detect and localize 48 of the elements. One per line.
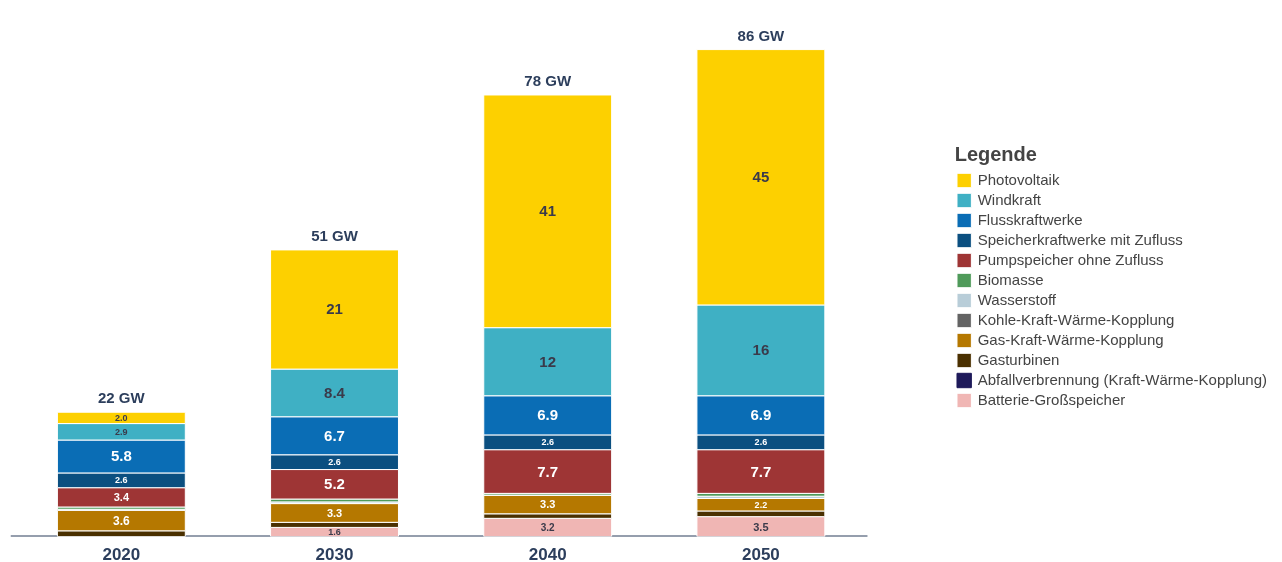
data-label: 3.3 xyxy=(326,506,343,519)
legend-label: Windkraft xyxy=(977,190,1042,209)
data-label: 2.9 xyxy=(115,426,128,437)
legend-label: Wasserstoff xyxy=(977,290,1057,309)
data-label: 3.6 xyxy=(113,514,131,529)
x-tick-label: 2020 xyxy=(102,544,141,562)
total-label: 86 GW xyxy=(737,26,786,44)
legend-title: Legende xyxy=(954,142,1038,166)
total-label: 22 GW xyxy=(98,389,146,407)
data-label: 3.2 xyxy=(540,522,556,534)
data-label: 41 xyxy=(539,202,557,220)
total-label: 78 GW xyxy=(524,71,572,89)
data-label: 45 xyxy=(752,168,770,186)
data-label: 2.6 xyxy=(328,457,341,468)
data-label: 8.4 xyxy=(324,383,346,401)
data-label: 6.9 xyxy=(750,406,772,424)
data-label: 6.7 xyxy=(324,426,345,444)
legend-label: Flusskraftwerke xyxy=(977,210,1083,229)
legend-label: Batterie-Großspeicher xyxy=(977,390,1126,409)
legend-label: Photovoltaik xyxy=(977,170,1060,189)
x-tick-label: 2030 xyxy=(315,544,354,562)
x-tick-label: 2050 xyxy=(741,544,780,562)
x-tick-label: 2040 xyxy=(528,544,567,562)
legend-label: Speicherkraftwerke mit Zufluss xyxy=(977,230,1183,249)
legend-label: Biomasse xyxy=(977,270,1044,289)
data-label: 6.9 xyxy=(537,406,559,424)
data-label: 3.4 xyxy=(113,491,130,504)
data-label: 3.5 xyxy=(753,520,769,533)
data-label: 7.7 xyxy=(750,462,772,480)
legend-label: Gasturbinen xyxy=(977,350,1060,369)
data-label: 2.6 xyxy=(754,437,768,448)
legend-label: Gas-Kraft-Wärme-Kopplung xyxy=(977,330,1164,349)
data-label: 7.7 xyxy=(537,462,559,480)
data-label: 2.0 xyxy=(115,412,128,423)
data-label: 16 xyxy=(752,341,770,359)
data-label: 3.3 xyxy=(540,498,556,511)
legend-label: Abfallverbrennung (Kraft-Wärme-Kopplung) xyxy=(977,370,1267,389)
data-label: 2.6 xyxy=(541,437,554,448)
data-label: 5.2 xyxy=(324,475,345,493)
data-label: 1.6 xyxy=(328,526,341,537)
data-label: 2.2 xyxy=(754,499,768,510)
data-label: 21 xyxy=(326,300,343,318)
legend-label: Kohle-Kraft-Wärme-Kopplung xyxy=(977,310,1175,329)
legend-label: Pumpspeicher ohne Zufluss xyxy=(977,250,1164,269)
data-label: 5.8 xyxy=(110,447,132,465)
data-label: 2.6 xyxy=(115,475,128,486)
total-label: 51 GW xyxy=(311,226,359,244)
data-label: 12 xyxy=(539,352,557,370)
